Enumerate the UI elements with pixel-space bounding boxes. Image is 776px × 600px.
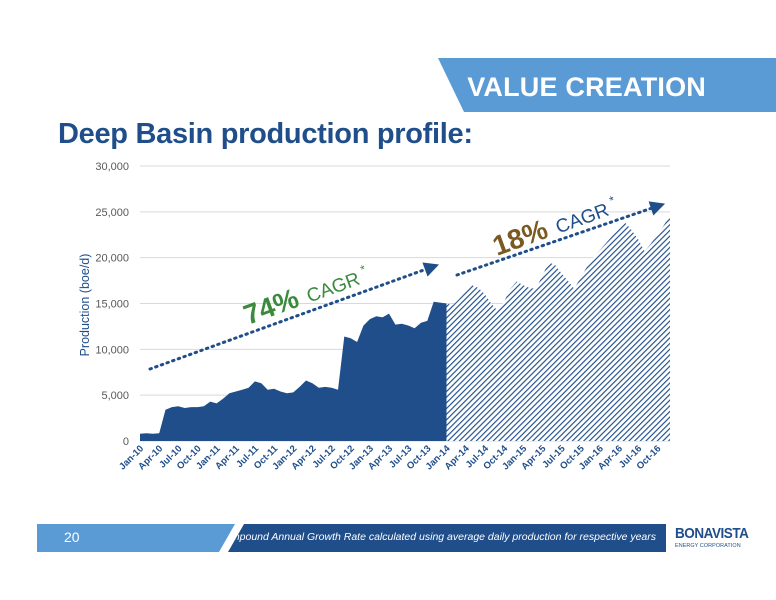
- y-tick-label: 20,000: [95, 253, 129, 265]
- y-tick-label: 5,000: [101, 390, 129, 402]
- y-tick-label: 15,000: [95, 299, 129, 311]
- actual-area: [140, 301, 447, 441]
- footer-note-bar: * Compound Annual Growth Rate calculated…: [228, 524, 666, 552]
- y-tick-label: 0: [123, 436, 129, 448]
- cagr-74-label: CAGR: [304, 269, 363, 308]
- y-tick-label: 25,000: [95, 207, 129, 219]
- footer-page-bar: 20: [37, 524, 235, 552]
- trend-arrow-74: [148, 262, 440, 371]
- footnote: * Compound Annual Growth Rate calculated…: [210, 531, 656, 543]
- cagr-18-asterisk: *: [607, 193, 616, 208]
- trend-arrow-18: [455, 201, 666, 277]
- x-axis-ticks: Jan-10Apr-10Jul-10Oct-10Jan-11Apr-11Jul-…: [117, 443, 663, 473]
- cagr-74-asterisk: *: [358, 262, 367, 277]
- logo-wordmark: BONAVISTA: [675, 525, 749, 542]
- y-tick-label: 10,000: [95, 344, 129, 356]
- y-tick-label: 30,000: [95, 161, 129, 173]
- company-logo: BONAVISTA ENERGY CORPORATION: [675, 525, 749, 553]
- page-title: Deep Basin production profile:: [58, 118, 473, 150]
- production-chart: 0 5,000 10,000 15,000 20,000 25,000 30,000 Jan…: [78, 161, 670, 473]
- page-number: 20: [64, 529, 80, 545]
- production-areas: [140, 215, 670, 441]
- logo-subtitle: ENERGY CORPORATION: [675, 543, 741, 549]
- y-axis-label: Production (boe/d): [78, 254, 92, 357]
- header-banner: VALUE CREATION: [438, 58, 776, 112]
- cagr-74-percent: 74%: [239, 282, 302, 330]
- svg-text:74% CAGR *: 74% CAGR *: [239, 257, 372, 331]
- forecast-area: [446, 215, 670, 441]
- cagr-annotation-74: 74% CAGR *: [239, 257, 372, 331]
- section-title: VALUE CREATION: [467, 72, 706, 102]
- y-axis-ticks: 0 5,000 10,000 15,000 20,000 25,000 30,000: [95, 161, 129, 448]
